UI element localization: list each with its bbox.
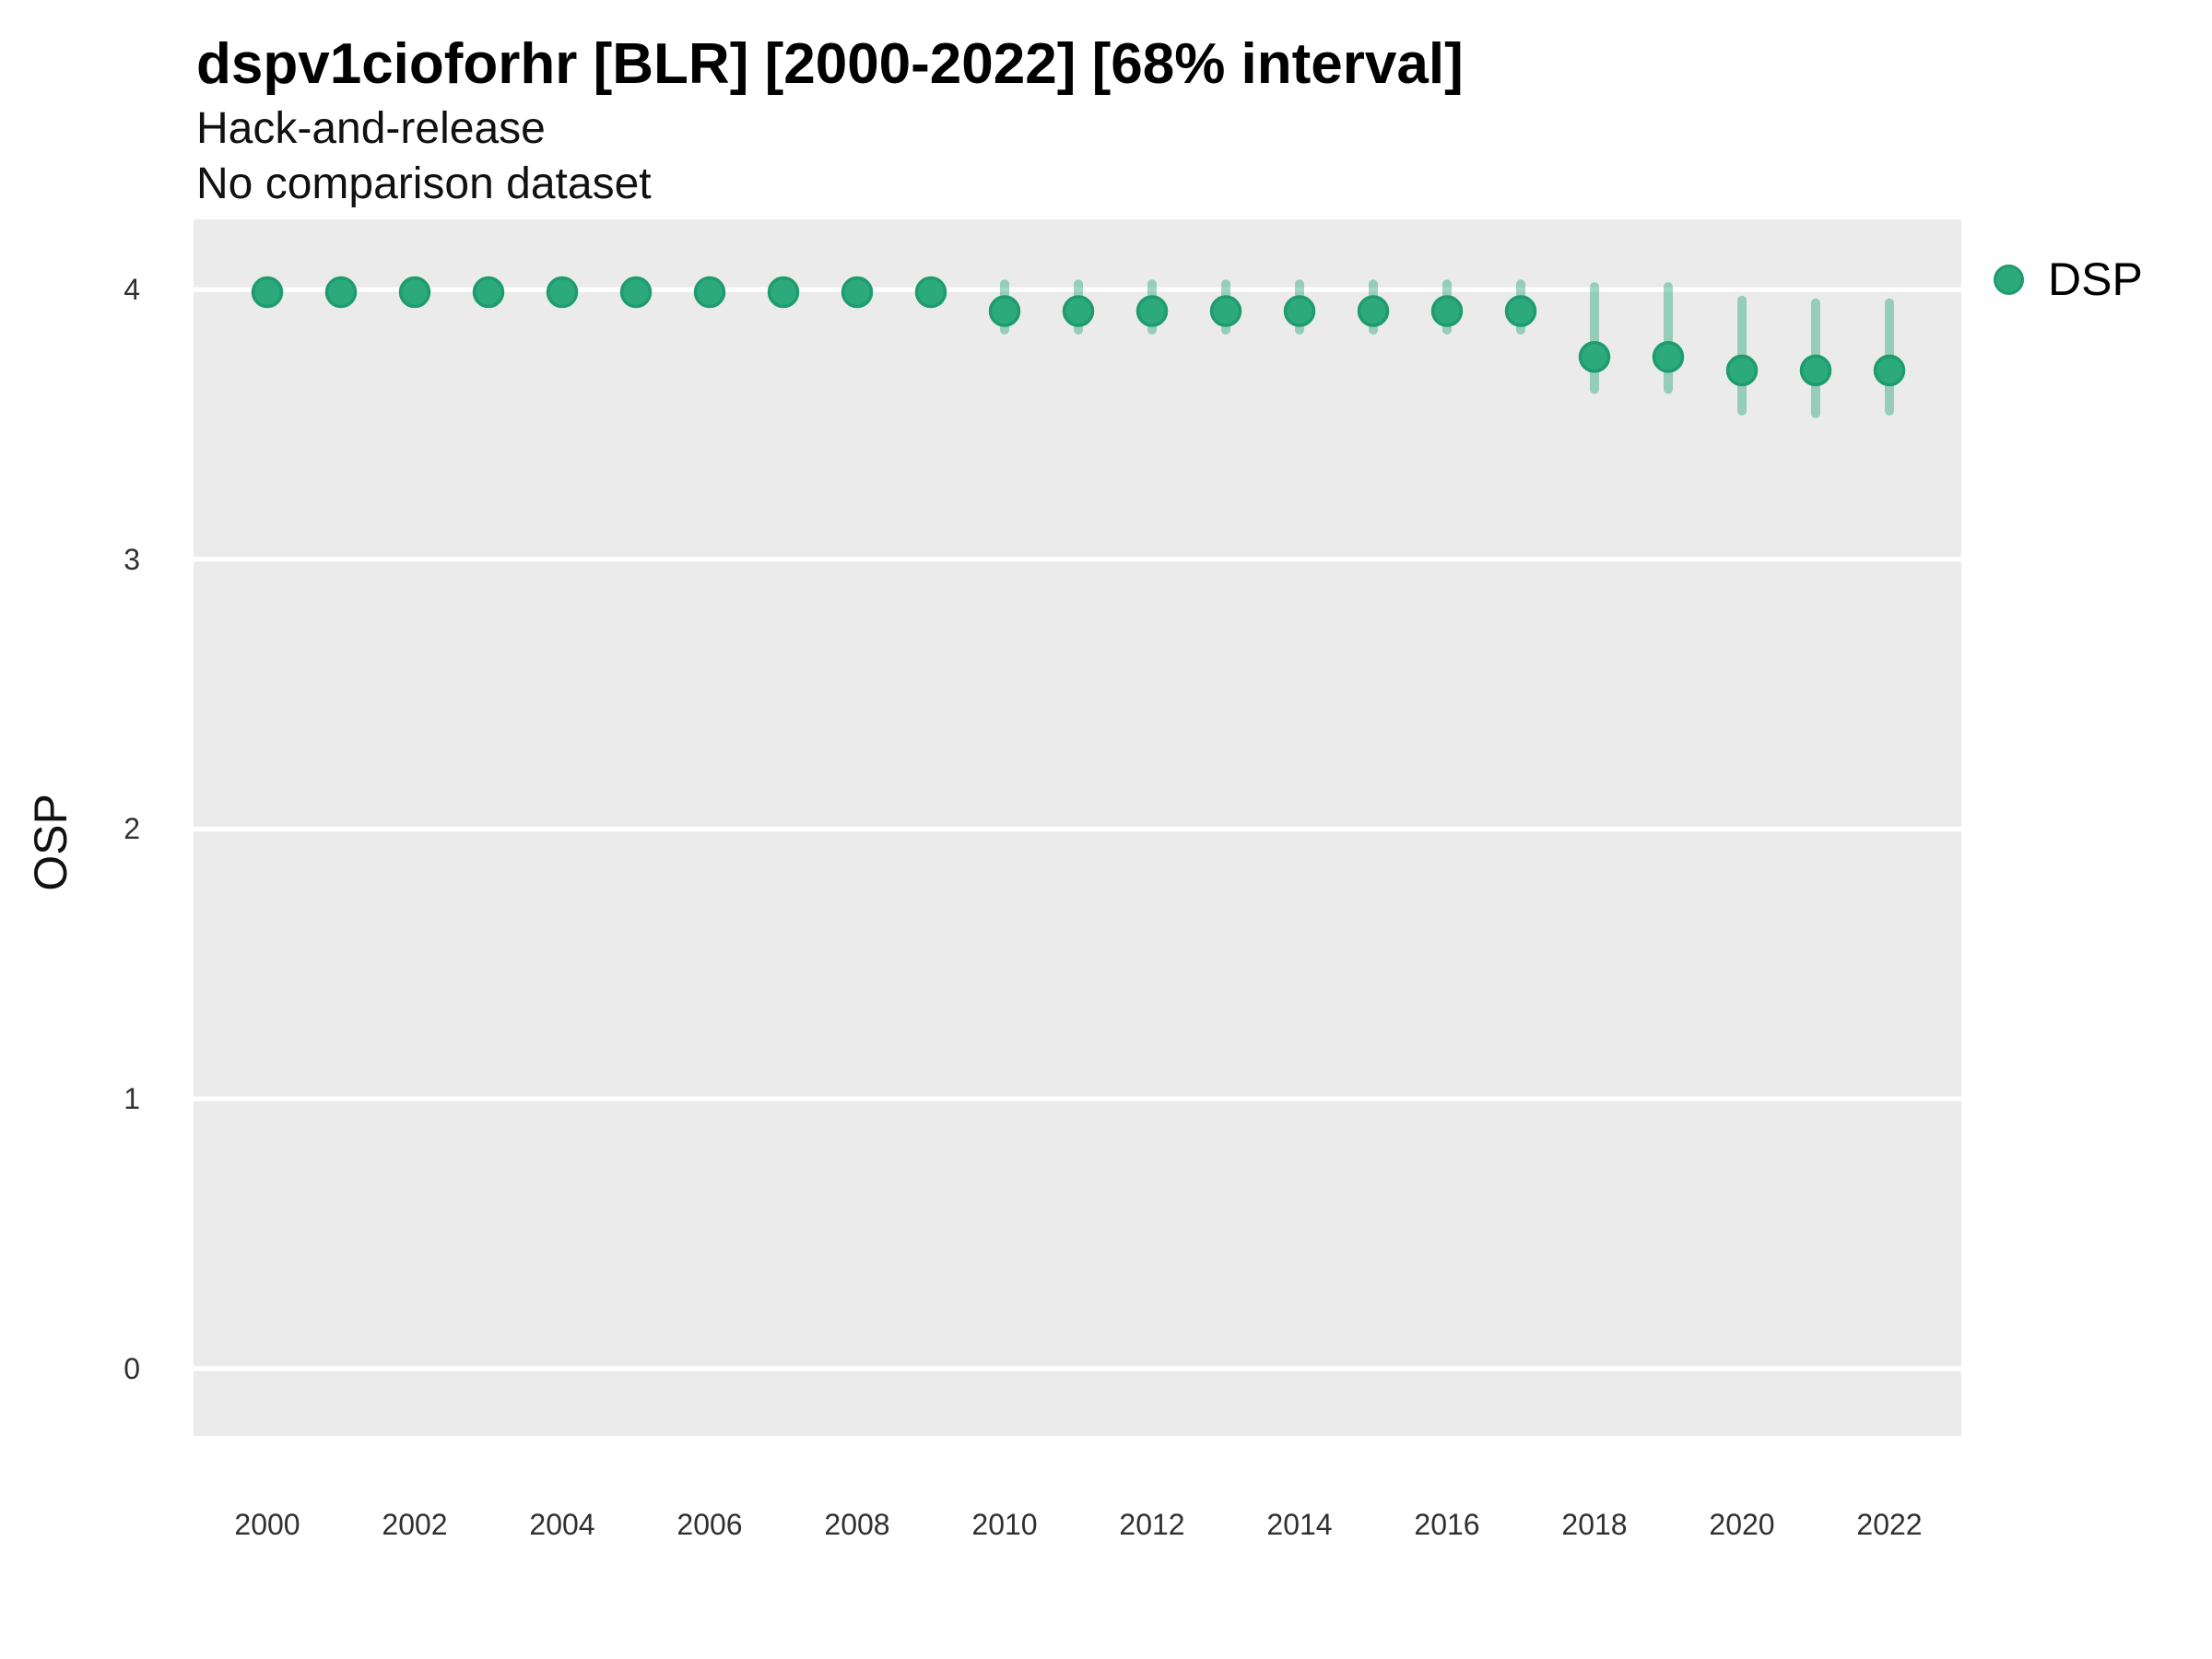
x-tick-label-2012: 2012 [1119, 1508, 1185, 1541]
y-tick-label-4: 4 [124, 273, 140, 307]
data-point-2014 [1283, 295, 1316, 327]
legend-label: DSP [2048, 253, 2143, 305]
data-point-2018 [1578, 341, 1611, 373]
data-point-2021 [1799, 354, 1832, 387]
plot-panel [194, 219, 1961, 1436]
y-tick-label-3: 3 [124, 542, 140, 576]
data-point-2020 [1725, 354, 1759, 387]
y-tick-label-0: 0 [124, 1351, 140, 1385]
data-point-2004 [546, 276, 579, 309]
data-point-2015 [1357, 295, 1390, 327]
x-tick-label-2016: 2016 [1414, 1508, 1480, 1541]
legend: DSP [1994, 256, 2143, 302]
chart-subtitle-2: No comparison dataset [196, 159, 652, 208]
x-tick-label-2020: 2020 [1709, 1508, 1775, 1541]
data-point-2001 [324, 276, 358, 309]
data-point-2000 [251, 276, 284, 309]
legend-point-icon [1994, 264, 2024, 295]
data-point-2011 [1062, 295, 1095, 327]
chart-title: dspv1cioforhr [BLR] [2000-2022] [68% int… [196, 32, 1464, 96]
plot-area-svg [194, 276, 1961, 1371]
x-tick-label-2002: 2002 [382, 1508, 448, 1541]
y-tick-label-1: 1 [124, 1082, 140, 1116]
x-tick-label-2018: 2018 [1561, 1508, 1628, 1541]
data-point-2005 [619, 276, 653, 309]
chart-subtitle-1: Hack-and-release [196, 104, 546, 153]
data-point-2016 [1430, 295, 1464, 327]
data-point-2012 [1135, 295, 1169, 327]
data-point-2009 [914, 276, 947, 309]
x-tick-label-2014: 2014 [1266, 1508, 1333, 1541]
data-point-2022 [1873, 354, 1906, 387]
x-tick-label-2008: 2008 [824, 1508, 890, 1541]
y-tick-label-2: 2 [124, 812, 140, 846]
data-point-2019 [1652, 341, 1685, 373]
data-point-2017 [1504, 295, 1537, 327]
x-tick-label-2004: 2004 [529, 1508, 595, 1541]
data-point-2002 [398, 276, 431, 309]
data-point-2013 [1209, 295, 1242, 327]
x-tick-label-2000: 2000 [234, 1508, 300, 1541]
data-point-2006 [693, 276, 726, 309]
x-tick-label-2006: 2006 [677, 1508, 743, 1541]
data-point-2003 [472, 276, 505, 309]
data-point-2007 [767, 276, 800, 309]
x-tick-label-2022: 2022 [1856, 1508, 1923, 1541]
data-point-2008 [841, 276, 874, 309]
x-tick-label-2010: 2010 [971, 1508, 1038, 1541]
data-point-2010 [988, 295, 1021, 327]
